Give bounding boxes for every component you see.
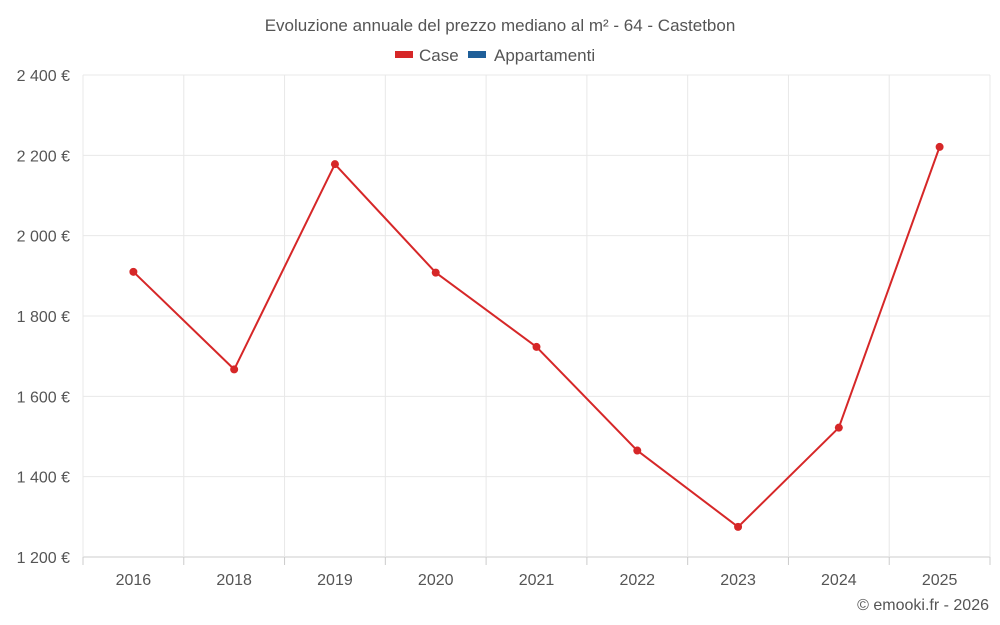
data-point[interactable] bbox=[734, 522, 743, 531]
y-tick-label: 2 200 € bbox=[17, 148, 70, 165]
data-point[interactable] bbox=[834, 423, 843, 432]
y-tick-label: 1 800 € bbox=[17, 309, 70, 326]
legend-item-appartamenti[interactable]: Appartamenti bbox=[468, 46, 595, 65]
credit-text: © emooki.fr - 2026 bbox=[857, 597, 989, 614]
legend-label-appartamenti: Appartamenti bbox=[494, 46, 595, 65]
data-point[interactable] bbox=[532, 342, 541, 351]
x-tick-label: 2018 bbox=[216, 572, 252, 589]
legend-label-case: Case bbox=[419, 46, 459, 65]
chart-title: Evoluzione annuale del prezzo mediano al… bbox=[265, 16, 736, 35]
y-tick-label: 1 400 € bbox=[17, 470, 70, 487]
data-point[interactable] bbox=[431, 268, 440, 277]
series-layer bbox=[129, 142, 944, 531]
data-point[interactable] bbox=[129, 267, 138, 276]
legend-swatch-appartamenti bbox=[468, 51, 486, 58]
x-tick-label: 2021 bbox=[519, 572, 555, 589]
data-point[interactable] bbox=[935, 142, 944, 151]
y-tick-label: 2 000 € bbox=[17, 229, 70, 246]
y-tick-label: 2 400 € bbox=[17, 68, 70, 85]
series-line-case bbox=[132, 146, 941, 528]
legend: Case Appartamenti bbox=[395, 46, 595, 65]
x-tick-label: 2022 bbox=[619, 572, 655, 589]
x-tick-label: 2024 bbox=[821, 572, 857, 589]
data-point[interactable] bbox=[230, 365, 239, 374]
x-tick-label: 2025 bbox=[922, 572, 958, 589]
data-point[interactable] bbox=[330, 160, 339, 169]
gridlines bbox=[82, 74, 991, 565]
x-tick-label: 2016 bbox=[116, 572, 152, 589]
x-tick-label: 2019 bbox=[317, 572, 353, 589]
x-axis-ticks: 2016 2018 2019 2020 2021 2022 2023 2024 2025 bbox=[116, 572, 958, 589]
y-axis-ticks: 1 200 € 1 400 € 1 600 € 1 800 € 2 000 € 2 200… bbox=[17, 68, 70, 567]
y-tick-label: 1 600 € bbox=[17, 389, 70, 406]
legend-swatch-case bbox=[395, 51, 413, 58]
x-tick-label: 2023 bbox=[720, 572, 756, 589]
data-point[interactable] bbox=[633, 446, 642, 455]
y-tick-label: 1 200 € bbox=[17, 550, 70, 567]
x-tick-label: 2020 bbox=[418, 572, 454, 589]
legend-item-case[interactable]: Case bbox=[395, 46, 459, 65]
